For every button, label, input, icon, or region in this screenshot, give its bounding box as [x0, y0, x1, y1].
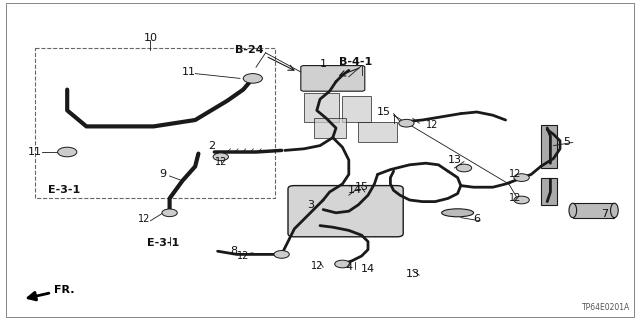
Bar	[314, 118, 346, 138]
Text: 1: 1	[320, 59, 326, 69]
Text: B-24: B-24	[236, 44, 264, 55]
Bar	[541, 125, 557, 168]
Circle shape	[514, 174, 529, 181]
Text: 13: 13	[447, 155, 461, 165]
Circle shape	[162, 209, 177, 217]
Text: 8: 8	[230, 246, 237, 256]
Ellipse shape	[611, 203, 618, 218]
Circle shape	[243, 74, 262, 83]
Text: 7: 7	[601, 209, 609, 220]
Text: 15: 15	[377, 107, 391, 117]
Circle shape	[274, 251, 289, 258]
Text: 12: 12	[426, 120, 438, 130]
Bar	[304, 93, 339, 122]
Text: 14: 14	[348, 185, 362, 196]
Text: 4: 4	[345, 262, 353, 272]
Text: 5: 5	[563, 137, 570, 148]
FancyBboxPatch shape	[301, 66, 365, 91]
Text: 12: 12	[214, 156, 227, 167]
Circle shape	[456, 164, 472, 172]
Text: 12: 12	[509, 193, 522, 204]
Text: 2: 2	[207, 140, 215, 151]
Text: 12: 12	[310, 260, 323, 271]
Text: 12: 12	[237, 251, 250, 261]
Text: 11: 11	[182, 67, 196, 77]
Circle shape	[58, 147, 77, 157]
Text: 13: 13	[406, 268, 420, 279]
Bar	[358, 122, 397, 142]
Text: TP64E0201A: TP64E0201A	[582, 303, 630, 312]
Circle shape	[335, 260, 350, 268]
Ellipse shape	[569, 203, 577, 218]
Circle shape	[399, 119, 414, 127]
Text: 9: 9	[159, 169, 167, 180]
Text: 3: 3	[307, 200, 314, 210]
Text: 12: 12	[509, 169, 522, 180]
Text: 14: 14	[361, 264, 375, 274]
FancyBboxPatch shape	[288, 186, 403, 237]
Circle shape	[514, 196, 529, 204]
Text: 15: 15	[355, 182, 369, 192]
Text: 10: 10	[143, 33, 157, 44]
Text: 11: 11	[28, 147, 42, 157]
Circle shape	[213, 153, 228, 161]
Text: FR.: FR.	[28, 284, 75, 300]
Text: B-4-1: B-4-1	[339, 57, 372, 68]
Bar	[342, 96, 371, 122]
Ellipse shape	[442, 209, 474, 217]
Text: E-3-1: E-3-1	[48, 185, 80, 196]
Bar	[573, 203, 614, 218]
Bar	[541, 178, 557, 205]
Text: E-3-1: E-3-1	[147, 238, 179, 248]
Text: 12: 12	[138, 214, 150, 224]
Text: 6: 6	[474, 214, 480, 224]
